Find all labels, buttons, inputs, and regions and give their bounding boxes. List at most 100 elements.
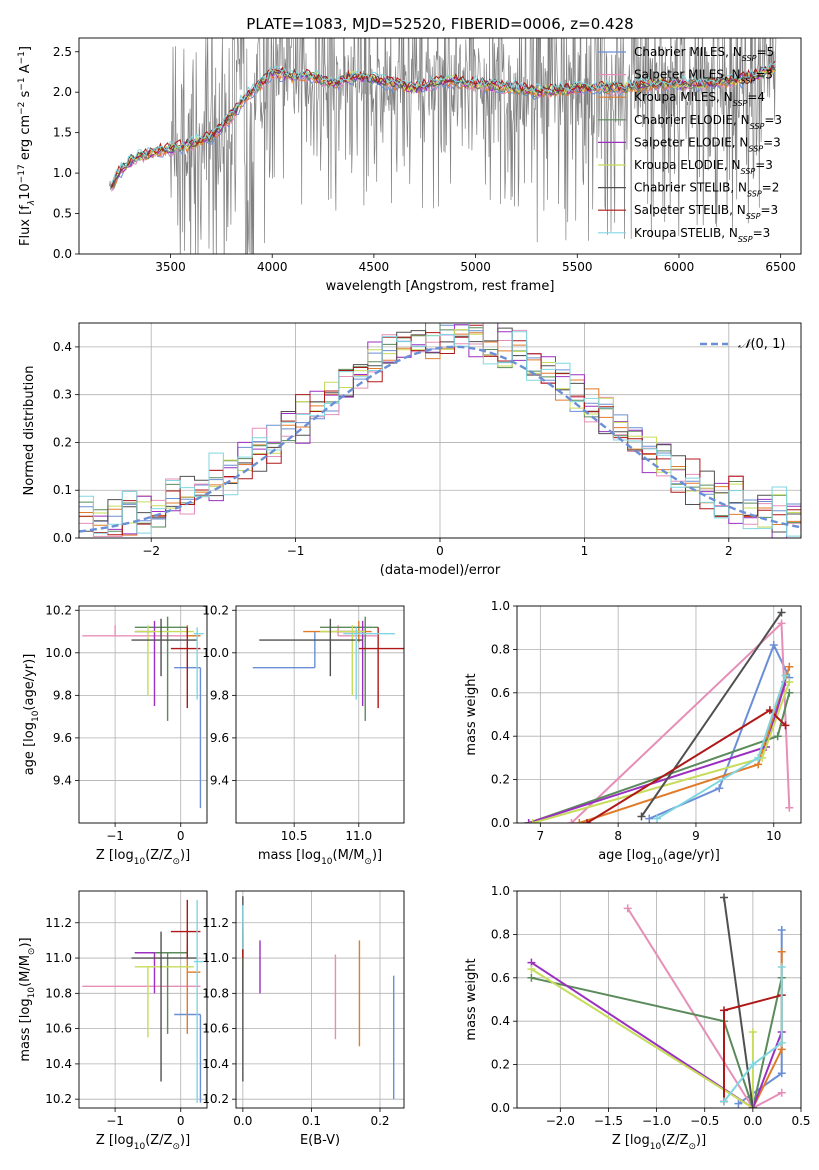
y-tick-label: 0.6 — [491, 971, 510, 985]
label-part: 10 — [134, 1142, 146, 1152]
x-tick-label: 8 — [614, 829, 622, 843]
marker-chabrier-miles — [734, 1099, 743, 1108]
label-part: )] — [372, 848, 382, 863]
legend-label: Salpeter MILES, NSSP=3 — [634, 68, 773, 86]
marker-kroupa-stelib — [777, 1038, 786, 1047]
x-tick-label: 1 — [581, 544, 589, 558]
spectrum-data-line — [109, 38, 777, 254]
label-part: mass [log — [18, 998, 33, 1061]
y-tick-label: 2.0 — [53, 85, 72, 99]
label-part: 10 — [650, 1142, 662, 1152]
x-tick-label: −1.0 — [642, 1114, 671, 1128]
errorbars — [82, 899, 204, 1103]
x-axis-label: (data-model)/error — [380, 563, 501, 578]
legend-label: Kroupa ELODIE, NSSP=3 — [634, 158, 773, 176]
axes-frame — [516, 890, 802, 1109]
marker-chabrier-stelib — [748, 1104, 757, 1108]
series-chabrier-elodie — [528, 692, 791, 823]
x-tick-label: 7 — [537, 829, 545, 843]
y-tick-label: 11.2 — [45, 916, 72, 930]
y-tick-label: 10.2 — [202, 603, 229, 617]
x-axis-label: E(B-V) — [300, 1133, 340, 1148]
legend-sub: SSP — [742, 54, 757, 63]
model-line-chabrier-stelib — [111, 65, 776, 189]
x-tick-label: −1 — [106, 829, 124, 843]
y-tick-label: 10.0 — [202, 646, 229, 660]
marker-chabrier-miles — [777, 926, 786, 935]
marker-chabrier-elodie — [773, 732, 782, 741]
x-axis-label: Z [log10(Z/Z⊙)] — [96, 848, 190, 867]
x-axis-label: age [log10(age/yr)] — [598, 848, 720, 867]
label-part: (M/M — [333, 848, 365, 863]
series-kroupa-stelib — [723, 967, 783, 1103]
y-tick-label: 10.2 — [202, 1092, 229, 1106]
label-part: (Z/Z — [145, 1133, 172, 1148]
legend-label: 𝒩(0, 1) — [738, 337, 785, 352]
series-salpeter-elodie — [530, 961, 783, 1108]
chart-mass-vs-Z: −1 010.210.410.610.811.011.2Z [log10(Z/Z⊙… — [18, 890, 208, 1152]
label-part: age [log — [22, 722, 37, 775]
y-tick-label: 0.5 — [53, 207, 72, 221]
y-tick-label: 1.5 — [53, 126, 72, 140]
plot-area — [524, 608, 794, 823]
label-part: )] — [18, 937, 33, 947]
series-salpeter-miles — [626, 907, 783, 1108]
series-salpeter-stelib — [586, 708, 787, 823]
y-tick-label: 9.4 — [210, 773, 229, 787]
label-part: λ — [27, 200, 37, 206]
x-tick-label: 0.0 — [233, 1114, 252, 1128]
label-part: 10 — [18, 183, 33, 200]
legend-sub: SSP — [748, 144, 763, 153]
marker-salpeter-elodie — [524, 819, 533, 823]
label-part: A — [18, 64, 33, 77]
y-axis-label: Normed distribution — [22, 366, 37, 496]
axes-frame — [78, 37, 802, 255]
y-tick-label: 10.6 — [45, 1022, 72, 1036]
y-tick-label: 10.2 — [45, 603, 72, 617]
marker-salpeter-miles — [623, 904, 632, 913]
marker-chabrier-elodie — [527, 973, 536, 982]
marker-chabrier-miles — [645, 814, 654, 823]
y-tick-label: 2.5 — [53, 45, 72, 59]
marker-salpeter-stelib — [583, 819, 592, 823]
y-axis-label: mass weight — [464, 958, 479, 1040]
marker-chabrier-stelib — [777, 608, 786, 617]
label-part: ⊙ — [688, 1142, 696, 1152]
y-tick-label: 9.6 — [210, 731, 229, 745]
y-tick-label: 0.8 — [491, 927, 510, 941]
marker-chabrier-elodie — [785, 688, 794, 697]
y-tick-label: 9.4 — [53, 773, 72, 787]
y-tick-label: 10.4 — [45, 1057, 72, 1071]
axes-frame — [235, 605, 405, 824]
legend-args: (0, 1) — [750, 337, 785, 352]
label-part: s — [18, 90, 33, 101]
label-part: Z [log — [612, 1133, 650, 1148]
y-axis-label: mass [log10(M/M⊙)] — [18, 937, 37, 1061]
legend-n: =3 — [763, 135, 781, 149]
legend-label: Chabrier STELIB, NSSP=2 — [634, 181, 779, 199]
marker-kroupa-stelib — [777, 962, 786, 971]
chart-mass-vs-EBV: 0.0 0.1 0.2 10.2 10.4 10.6 10.8 11.0 11.2 E(B-V) — [202, 890, 405, 1148]
marker-kroupa-elodie — [748, 1028, 757, 1037]
spectrum-lines — [109, 38, 777, 254]
x-tick-label: 11.0 — [345, 829, 372, 843]
label-part: Z [log — [96, 848, 134, 863]
label-part: ⊙ — [364, 857, 372, 867]
label-part: ⊙ — [172, 1142, 180, 1152]
legend-n: =5 — [756, 45, 774, 59]
y-tick-label: 10.8 — [45, 986, 72, 1000]
label-part: 10 — [321, 857, 333, 867]
legend-label: Kroupa MILES, NSSP=4 — [634, 90, 765, 108]
legend-sub: SSP — [741, 167, 756, 176]
x-tick-label: −1 — [106, 1114, 124, 1128]
marker-kroupa-stelib — [653, 814, 662, 823]
y-tick-label: 10.2 — [45, 1092, 72, 1106]
label-part: −17 — [17, 164, 27, 183]
legend-label: Salpeter ELODIE, NSSP=3 — [634, 135, 781, 153]
legend-sub: SSP — [747, 189, 762, 198]
marker-kroupa-stelib — [781, 671, 790, 680]
label-part: )] — [696, 1133, 706, 1148]
label-part: −1 — [17, 51, 27, 64]
x-tick-label: 5000 — [460, 260, 491, 274]
